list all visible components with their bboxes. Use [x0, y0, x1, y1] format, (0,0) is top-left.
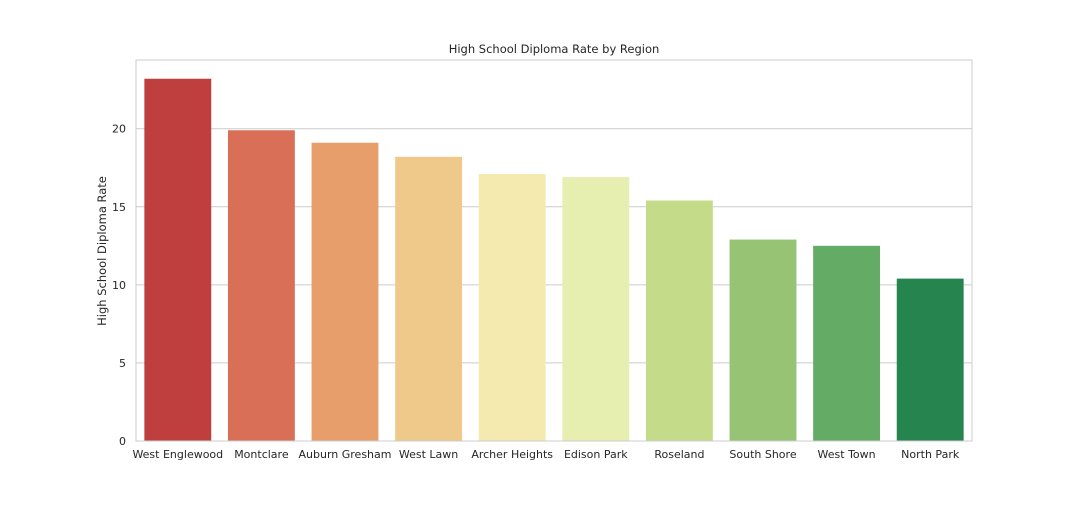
- y-tick-label: 20: [112, 123, 126, 136]
- x-tick-label: Edison Park: [564, 448, 628, 461]
- x-axis-ticks: West Englewood Montclare Auburn Gresham Wes…: [132, 448, 959, 461]
- bar: [813, 245, 881, 441]
- bar: [144, 78, 212, 441]
- x-tick-label: North Park: [901, 448, 960, 461]
- y-tick-label: 15: [112, 201, 126, 214]
- chart-title: High School Diploma Rate by Region: [449, 42, 660, 56]
- y-axis-label: High School Diploma Rate: [95, 176, 109, 326]
- y-tick-label: 5: [119, 357, 126, 370]
- bar: [729, 239, 797, 441]
- bar: [896, 278, 964, 441]
- bar: [645, 200, 713, 441]
- bar: [227, 130, 295, 441]
- x-tick-label: West Lawn: [399, 448, 458, 461]
- bar: [395, 156, 463, 442]
- y-axis-ticks: 0 5 10 15 20: [112, 123, 126, 448]
- x-tick-label: Montclare: [234, 448, 289, 461]
- bars: [144, 78, 964, 442]
- x-tick-label: Archer Heights: [471, 448, 553, 461]
- x-tick-label: Roseland: [654, 448, 704, 461]
- x-tick-label: West Englewood: [132, 448, 223, 461]
- plot-frame: [135, 59, 973, 442]
- bar: [478, 173, 546, 441]
- bar: [562, 177, 630, 441]
- y-tick-label: 10: [112, 279, 126, 292]
- x-tick-label: West Town: [818, 448, 876, 461]
- y-tick-label: 0: [119, 435, 126, 448]
- bar: [311, 142, 379, 442]
- x-tick-label: South Shore: [729, 448, 796, 461]
- x-tick-label: Auburn Gresham: [299, 448, 392, 461]
